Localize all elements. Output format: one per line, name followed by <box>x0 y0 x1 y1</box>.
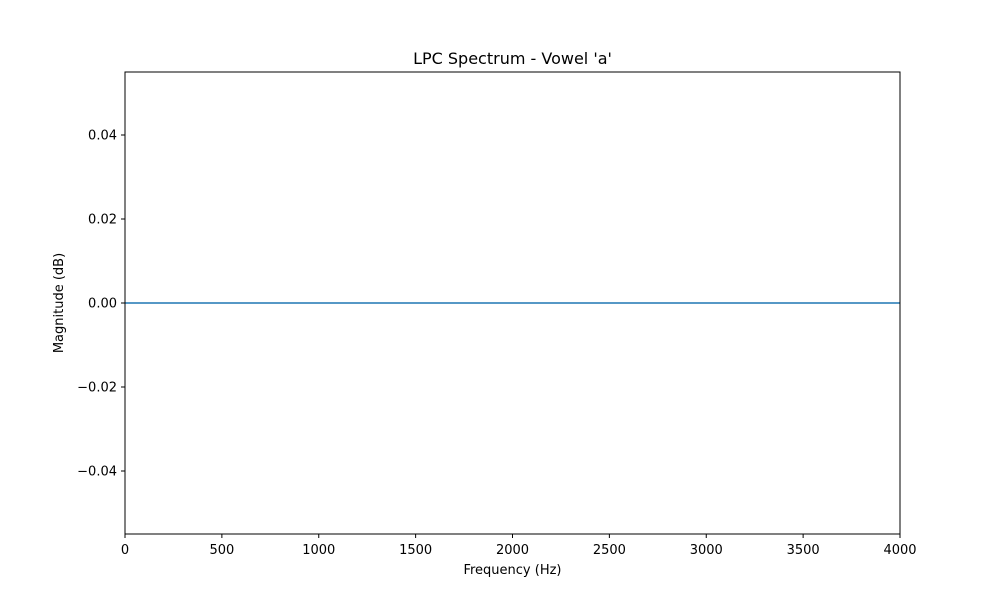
x-tick-label: 4000 <box>883 543 916 558</box>
x-axis-ticks: 0 500 1000 1500 2000 2500 3000 3500 4000 <box>121 534 917 558</box>
x-axis-label: Frequency (Hz) <box>463 563 561 578</box>
y-tick-label: −0.02 <box>77 381 117 396</box>
x-tick-label: 1500 <box>399 543 432 558</box>
y-tick-label: 0.04 <box>88 129 117 144</box>
plot-frame <box>124 71 901 535</box>
x-tick-label: 0 <box>121 543 129 558</box>
x-tick-label: 1000 <box>302 543 335 558</box>
x-tick-label: 3000 <box>690 543 723 558</box>
x-tick-label: 2500 <box>593 543 626 558</box>
y-axis-label: Magnitude (dB) <box>52 253 67 353</box>
y-tick-label: −0.04 <box>77 465 117 480</box>
y-tick-label: 0.00 <box>88 297 117 312</box>
y-tick-label: 0.02 <box>88 213 117 228</box>
chart-title: LPC Spectrum - Vowel 'a' <box>413 49 612 68</box>
y-axis-ticks: −0.04 −0.02 0.00 0.02 0.04 <box>77 129 125 480</box>
x-tick-label: 2000 <box>496 543 529 558</box>
x-tick-label: 3500 <box>787 543 820 558</box>
x-tick-label: 500 <box>209 543 234 558</box>
